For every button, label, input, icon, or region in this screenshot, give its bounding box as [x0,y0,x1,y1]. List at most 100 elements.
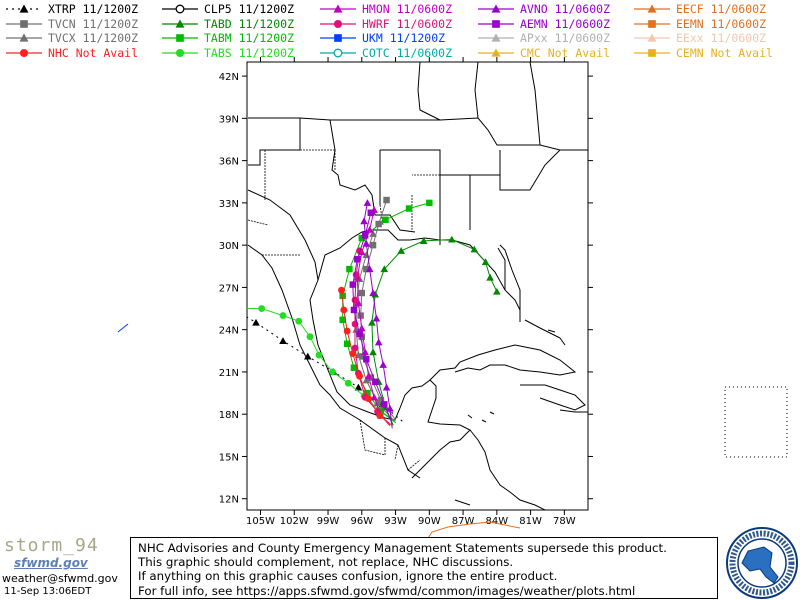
track-point [363,265,370,273]
map-area [247,62,588,510]
legend-label: EECF 11/0600Z [676,2,767,16]
legend-marker [492,19,500,28]
track-point [354,299,363,306]
legend-label: AVNO 11/0600Z [520,2,611,16]
track-point [356,330,363,338]
legend-symbol [478,48,514,57]
track-point [354,256,361,263]
sfwmd-logo-text[interactable]: sfwmd.gov [14,556,88,570]
lat-label: 30N [219,241,239,252]
track-point [356,247,363,255]
track-point [470,245,479,253]
legend-symbol [634,19,670,28]
track-point [373,399,382,406]
track-point [367,209,375,216]
track-point [351,296,359,304]
track-point [365,395,372,403]
legend-symbol [634,4,670,13]
track-point [350,306,358,314]
legend-symbol [162,4,198,14]
track-point [381,401,388,408]
track-point [361,348,369,356]
track-point [365,265,374,273]
legend-marker [19,48,29,57]
offmap-marks [117,323,788,541]
legend-symbol [320,34,356,43]
legend-symbol [320,4,356,13]
lat-label: 18N [219,410,239,421]
legend-symbol [478,33,514,42]
track-point [372,314,381,322]
legend-label: EEMN 11/0600Z [676,16,767,31]
timestamp: 11-Sep 13:06EDT [4,586,92,597]
track-point [315,351,323,359]
disclaimer-box: NHC Advisories and County Emergency Mana… [130,537,718,599]
track-aemn [349,209,393,425]
track-point [382,383,391,391]
forecast-tracks [247,196,501,429]
track-point [252,318,260,326]
track-point [368,318,376,326]
legend-symbol [6,48,42,57]
legend-label: TABD 11/1200Z [204,16,295,31]
track-point [493,287,501,295]
legend-symbol [162,34,198,43]
legend-label: EExx 11/0600Z [676,31,767,46]
state-borders [247,149,440,471]
track-point [382,216,389,224]
track-point [397,246,405,254]
contact-email[interactable]: weather@sfwmd.gov [2,572,118,585]
legend-marker [19,4,29,13]
lon-label: 102W [280,516,309,527]
lon-label: 90W [418,516,441,527]
lon-label: 105W [246,516,275,527]
legend-label: APxx 11/0600Z [520,31,611,46]
track-point [247,308,248,310]
track-point [349,281,357,288]
legend-label: NHC Not Avail [48,45,139,60]
track-point [364,389,371,397]
legend-marker [333,4,343,13]
sfwmd-seal-logo [726,527,798,599]
track-point [343,327,351,335]
track-nhc [338,286,393,426]
track-point [357,324,366,332]
legend-label: XTRP 11/1200Z [48,2,139,16]
track-point [405,205,413,212]
track-point [372,378,379,386]
model-legend: XTRP 11/1200Z CLP5 11/1200Z HMON 11/0600Z A… [0,0,800,62]
track-point [419,237,428,244]
legend-label: HWRF 11/0600Z [362,16,453,31]
track-point [486,273,494,281]
legend-marker [334,34,342,43]
disclaimer-line: This graphic should complement, not repl… [138,555,514,570]
legend-label: TVCX 11/1200Z [48,31,139,46]
track-point [369,289,377,297]
legend-symbol [6,33,42,42]
track-point [329,368,336,376]
legend-symbol [634,33,670,42]
track-point [374,338,383,346]
legend-symbol [162,19,198,28]
track-hmon [353,206,391,426]
legend-label: HMON 11/0600Z [362,2,453,16]
lon-label: 96W [350,516,373,527]
legend-marker [20,19,28,28]
lon-label: 84W [486,516,509,527]
disclaimer-link-line[interactable]: For full info, see https://apps.sfwmd.go… [138,583,636,598]
track-point [377,396,385,404]
legend-label: CLP5 11/1200Z [204,2,295,16]
track-point [369,230,377,237]
lon-label: 99W [317,516,340,527]
legend-marker [648,19,656,28]
legend-symbol [320,48,356,58]
track-point [386,404,394,412]
track-point [303,352,312,360]
track-point [362,376,371,384]
track-point [343,340,351,347]
legend-label: TVCN 11/1200Z [48,16,139,31]
lon-label: 93W [384,516,407,527]
track-point [426,199,433,207]
track-point [344,379,352,387]
legend-symbol [320,19,356,28]
